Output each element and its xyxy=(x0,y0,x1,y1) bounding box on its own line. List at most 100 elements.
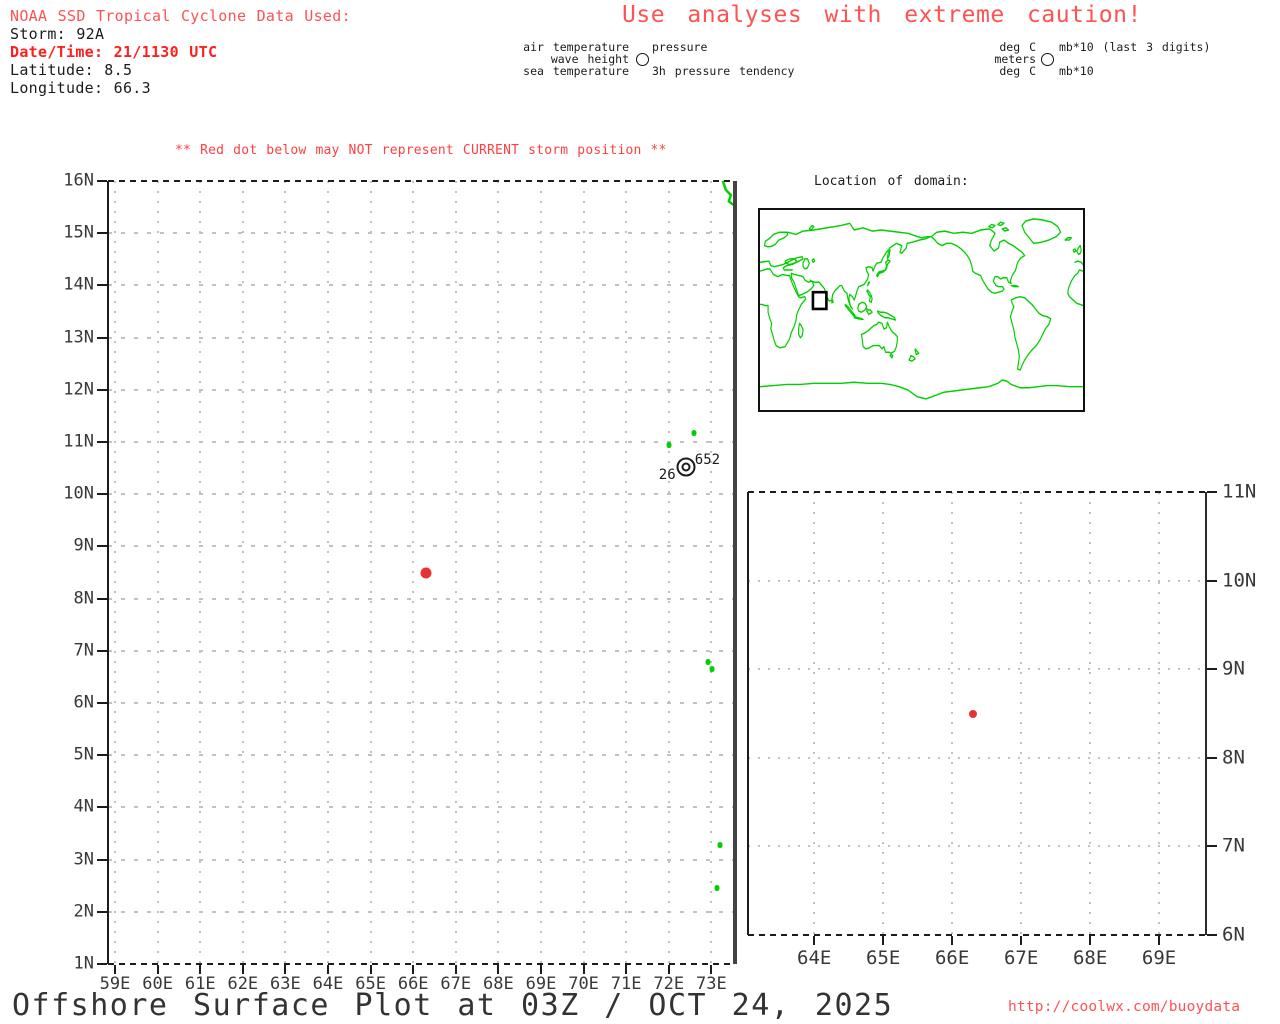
coastline-segment xyxy=(914,348,920,356)
storm-datetime: Date/Time: 21/1130 UTC xyxy=(10,43,218,61)
gridline-vertical xyxy=(114,181,117,964)
coastline-segment xyxy=(1010,284,1019,288)
legend-air-temperature: air temperature xyxy=(523,40,629,54)
gridline-horizontal xyxy=(108,649,735,652)
data-source-line: NOAA SSD Tropical Cyclone Data Used: xyxy=(10,7,351,25)
y-axis-tick xyxy=(97,388,107,391)
world-coastline xyxy=(760,218,1083,400)
map-border-bottom xyxy=(748,934,1206,936)
x-axis-tick xyxy=(882,936,885,945)
storm-id: Storm: 92A xyxy=(10,25,105,43)
y-axis-tick-label: 13N xyxy=(63,327,94,348)
coastline-segment xyxy=(811,258,816,263)
coastline-segment xyxy=(802,258,810,270)
station-sea-temperature: 26 xyxy=(658,467,676,484)
y-axis-tick xyxy=(97,858,107,861)
coastline-segment xyxy=(889,353,894,359)
zoom-map-plot-area: 64E 65E 66E 67E 68E 69E 6N 7N 8N 9N 10N 11N xyxy=(748,482,1256,968)
gridline-horizontal xyxy=(748,668,1206,671)
x-axis-tick xyxy=(1158,936,1161,945)
gridline-horizontal xyxy=(108,388,735,391)
y-axis-tick xyxy=(97,910,107,913)
x-axis-tick-label: 59E xyxy=(99,974,131,994)
x-axis-tick xyxy=(951,936,954,945)
coastline-segment xyxy=(831,299,834,304)
gridline-vertical xyxy=(497,181,500,964)
gridline-horizontal xyxy=(108,806,735,809)
y-axis-tick xyxy=(97,963,107,965)
coastline-segment xyxy=(844,303,856,317)
map-border-right xyxy=(1205,492,1207,935)
y-axis-tick xyxy=(97,180,107,182)
source-url-link[interactable]: http://coolwx.com/buoydata xyxy=(1008,999,1241,1015)
island-speck xyxy=(717,841,723,848)
y-axis-tick-label: 12N xyxy=(63,379,94,400)
gridline-vertical xyxy=(284,181,287,964)
coastline-segment xyxy=(760,255,804,271)
x-axis-tick-label: 64E xyxy=(797,947,832,969)
legend-unit-air: deg C xyxy=(999,40,1036,54)
legend-sea-temperature: sea temperature xyxy=(523,64,629,78)
legend-unit-wave: meters xyxy=(994,52,1036,66)
y-axis-tick xyxy=(97,649,107,652)
coastline-segment xyxy=(1009,295,1052,371)
gridline-horizontal xyxy=(748,579,1206,582)
coastline-segment xyxy=(763,231,789,248)
y-axis-tick-label: 15N xyxy=(63,222,94,243)
x-axis-tick-label: 67E xyxy=(440,974,472,994)
station-outer-circle xyxy=(676,457,696,477)
x-axis-tick xyxy=(327,965,329,974)
y-axis-tick xyxy=(97,754,107,757)
domain-box xyxy=(813,292,826,309)
coastline-segment xyxy=(1074,260,1083,266)
y-axis-tick-label: 16N xyxy=(63,170,94,191)
coastline-path xyxy=(723,181,735,206)
x-axis-tick-label: 73E xyxy=(696,974,727,994)
y-axis-tick-label: 14N xyxy=(63,274,94,295)
world-locator-map xyxy=(758,208,1085,412)
x-axis-tick xyxy=(199,965,202,974)
x-axis-tick xyxy=(1020,936,1023,945)
island-speck xyxy=(691,430,697,437)
coastline-segment xyxy=(908,354,916,362)
y-axis-tick-label: 10N xyxy=(1222,569,1257,592)
gridline-horizontal xyxy=(748,845,1206,848)
station-circle-icon xyxy=(636,53,649,66)
coastline-segment xyxy=(760,268,807,349)
coastline-segment xyxy=(997,221,1005,227)
coastline-segment xyxy=(797,322,804,339)
y-axis-tick xyxy=(97,232,107,235)
coastline-svg xyxy=(108,181,735,964)
x-axis-tick-label: 60E xyxy=(142,974,173,994)
y-axis-tick xyxy=(1207,579,1217,582)
gridline-vertical xyxy=(369,181,372,964)
y-axis-tick-label: 11N xyxy=(1222,480,1257,503)
x-axis-tick-label: 68E xyxy=(483,974,514,994)
x-axis-tick xyxy=(497,965,500,974)
red-dot-warning: ** Red dot below may NOT represent CURRE… xyxy=(175,143,667,158)
gridline-vertical xyxy=(539,181,542,964)
gridline-vertical xyxy=(1020,492,1023,935)
coastline-segment xyxy=(857,301,868,313)
y-axis-tick xyxy=(97,440,107,443)
x-axis-tick-label: 62E xyxy=(227,974,259,994)
coastline-segment xyxy=(784,258,798,266)
x-axis-tick xyxy=(454,965,457,974)
gridline-horizontal xyxy=(108,754,735,757)
gridline-vertical xyxy=(582,181,585,964)
x-axis-tick xyxy=(710,965,713,974)
x-axis-tick xyxy=(582,965,585,974)
coastline-segment xyxy=(808,224,815,231)
plot-title: Offshore Surface Plot at 03Z / OCT 24, 2… xyxy=(12,988,894,1023)
x-axis-tick-label: 71E xyxy=(610,974,642,994)
legend-unit-sea: deg C xyxy=(999,64,1036,78)
gridline-horizontal xyxy=(108,493,735,496)
coastline-segment xyxy=(1021,218,1062,245)
coastline-segment xyxy=(1067,269,1083,307)
y-axis-tick xyxy=(97,701,107,704)
coastline-segment xyxy=(886,249,891,260)
coastline-segment xyxy=(760,379,1083,400)
x-axis-tick-label: 64E xyxy=(312,974,344,994)
x-axis-tick xyxy=(241,965,244,974)
